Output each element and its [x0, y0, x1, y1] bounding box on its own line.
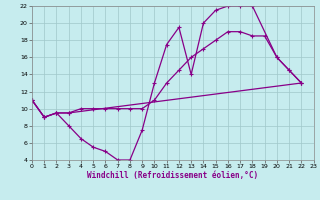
- X-axis label: Windchill (Refroidissement éolien,°C): Windchill (Refroidissement éolien,°C): [87, 171, 258, 180]
